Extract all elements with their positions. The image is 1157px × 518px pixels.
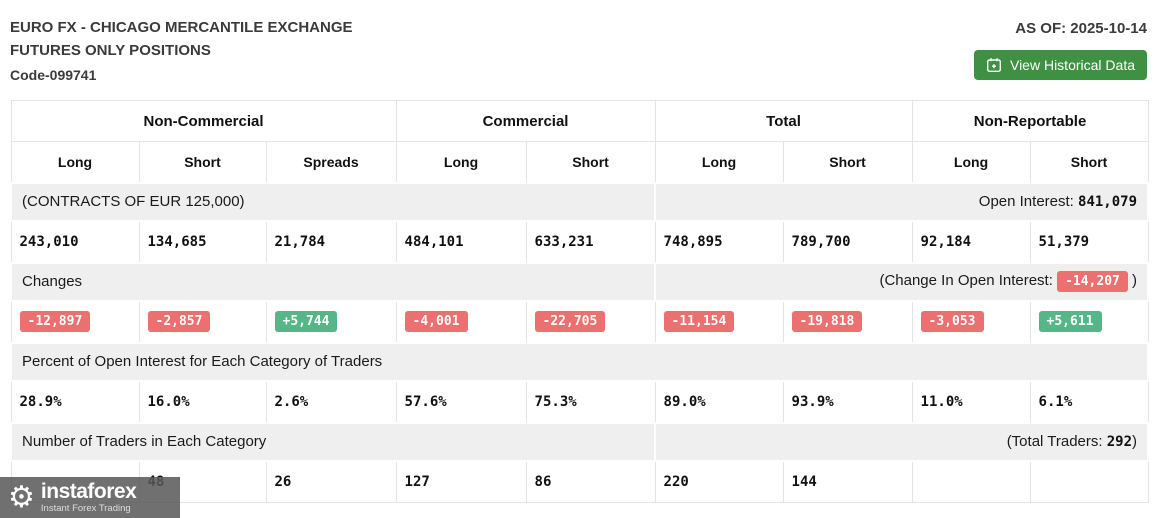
traders-cell: 220: [654, 460, 784, 503]
percent-cell: 75.3%: [525, 380, 656, 423]
group-header-non-commercial: Non-Commercial: [10, 100, 397, 142]
change-badge: -22,705: [534, 311, 606, 332]
changes-band: Changes: [9, 261, 657, 302]
change-cell: -4,001: [395, 300, 527, 343]
traders-band: Number of Traders in Each Category: [9, 421, 657, 462]
position-cell: 134,685: [138, 220, 267, 263]
report-title: EURO FX - CHICAGO MERCANTILE EXCHANGE: [10, 19, 353, 36]
view-historical-data-label: View Historical Data: [1009, 57, 1135, 73]
as-of-date: AS OF: 2025-10-14: [1015, 20, 1147, 37]
open-interest-band: Open Interest: 841,079: [654, 181, 1150, 222]
col-header: Short: [138, 141, 267, 183]
percent-band: Percent of Open Interest for Each Catego…: [9, 341, 1150, 382]
position-cell: 789,700: [782, 220, 913, 263]
traders-cell: 127: [395, 460, 527, 503]
percent-cell: 89.0%: [654, 380, 784, 423]
change-badge: -19,818: [791, 311, 863, 332]
contracts-unit-band: (CONTRACTS OF EUR 125,000): [9, 181, 657, 222]
traders-cell: [1029, 460, 1149, 503]
change-cell: -3,053: [911, 300, 1031, 343]
traders-cell: 86: [525, 460, 656, 503]
change-cell: +5,611: [1029, 300, 1149, 343]
change-cell: -11,154: [654, 300, 784, 343]
position-cell: 633,231: [525, 220, 656, 263]
change-badge: -4,001: [404, 311, 468, 332]
watermark-tagline: Instant Forex Trading: [40, 503, 131, 515]
position-cell: 484,101: [395, 220, 527, 263]
total-traders-suffix: ): [1132, 433, 1138, 450]
percent-cell: 6.1%: [1029, 380, 1149, 423]
change-badge: -12,897: [19, 311, 91, 332]
view-historical-data-button[interactable]: View Historical Data: [973, 50, 1147, 80]
change-badge: -3,053: [920, 311, 984, 332]
col-header: Short: [525, 141, 656, 183]
total-traders-band: (Total Traders: 292): [654, 421, 1150, 462]
change-badge: -2,857: [147, 311, 211, 332]
change-cell: -22,705: [525, 300, 656, 343]
position-cell: 51,379: [1029, 220, 1149, 263]
change-cell: -12,897: [10, 300, 140, 343]
change-cell: -2,857: [138, 300, 267, 343]
report-subtitle: FUTURES ONLY POSITIONS: [10, 42, 211, 60]
percent-cell: 11.0%: [911, 380, 1031, 423]
percent-cell: 93.9%: [782, 380, 913, 423]
position-cell: 243,010: [10, 220, 140, 263]
group-header-commercial: Commercial: [395, 100, 656, 142]
group-header-non-reportable: Non-Reportable: [911, 100, 1149, 142]
position-cell: 92,184: [911, 220, 1031, 263]
percent-cell: 28.9%: [10, 380, 140, 423]
change-oi-suffix: ): [1127, 272, 1138, 289]
percent-cell: 16.0%: [138, 380, 267, 423]
col-header: Long: [10, 141, 140, 183]
watermark-brand: instaforex: [40, 480, 137, 504]
open-interest-label: Open Interest:: [978, 193, 1079, 210]
change-badge: -11,154: [663, 311, 735, 332]
percent-cell: 2.6%: [265, 380, 397, 423]
traders-cell: [911, 460, 1031, 503]
position-cell: 21,784: [265, 220, 397, 263]
col-header: Short: [782, 141, 913, 183]
col-header: Long: [395, 141, 527, 183]
gear-icon: ⚙: [8, 480, 35, 514]
change-badge: +5,611: [1038, 311, 1102, 332]
change-badge: +5,744: [274, 311, 338, 332]
total-traders-value: 292: [1106, 434, 1133, 450]
traders-cell: 26: [265, 460, 397, 503]
change-cell: +5,744: [265, 300, 397, 343]
col-header: Long: [911, 141, 1031, 183]
cot-positions-table: Non-Commercial Commercial Total Non-Repo…: [9, 100, 1150, 503]
change-cell: -19,818: [782, 300, 913, 343]
traders-cell: 144: [782, 460, 913, 503]
change-open-interest-band: (Change In Open Interest: -14,207 ): [654, 261, 1150, 302]
open-interest-value: 841,079: [1078, 194, 1138, 210]
change-oi-badge: -14,207: [1057, 271, 1128, 292]
report-title-block: EURO FX - CHICAGO MERCANTILE EXCHANGE FU…: [10, 16, 353, 86]
col-header: Short: [1029, 141, 1149, 183]
group-header-total: Total: [654, 100, 913, 142]
col-header: Long: [654, 141, 784, 183]
instaforex-watermark: ⚙ instaforex Instant Forex Trading: [0, 477, 180, 518]
report-code: Code-099741: [10, 66, 97, 83]
col-header: Spreads: [265, 141, 397, 183]
position-cell: 748,895: [654, 220, 784, 263]
percent-cell: 57.6%: [395, 380, 527, 423]
calendar-plus-icon: [986, 57, 1002, 73]
change-oi-prefix: (Change In Open Interest:: [879, 272, 1058, 289]
total-traders-prefix: (Total Traders:: [1006, 433, 1107, 450]
